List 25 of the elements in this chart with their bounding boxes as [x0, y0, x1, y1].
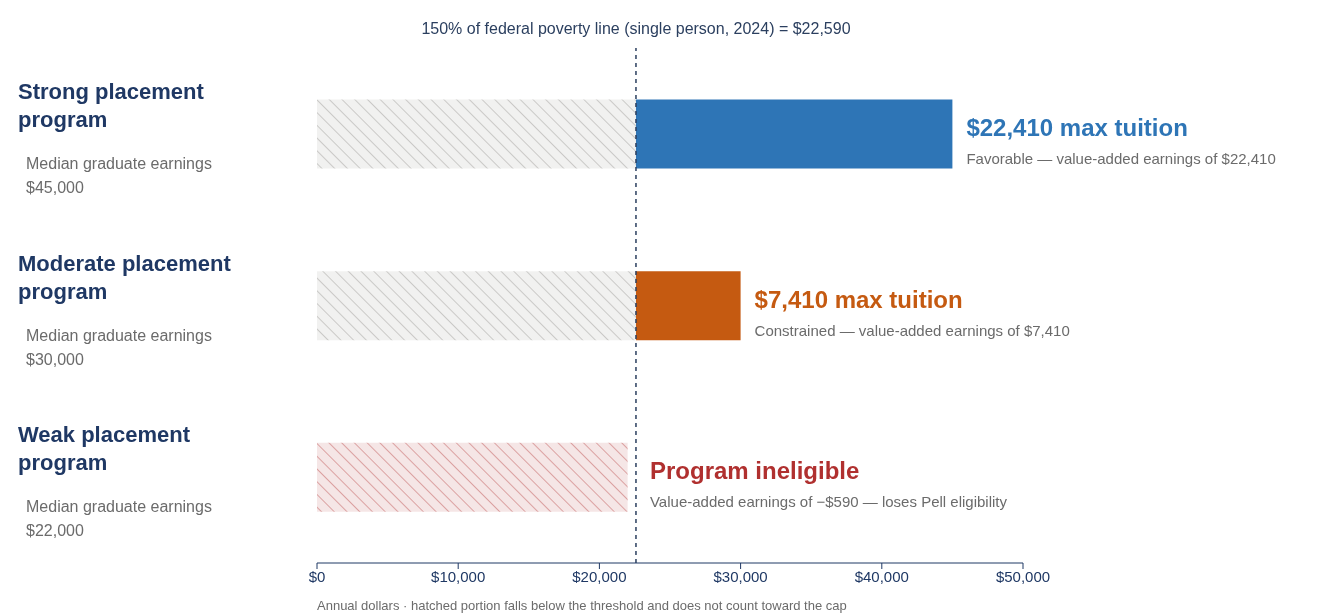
- annotation: Program ineligible: [649, 457, 860, 486]
- annotation: $7,410 max tuition: [754, 285, 963, 314]
- bar: [635, 271, 741, 341]
- ref-line-label: 150% of federal poverty line (single person, 2024) = $22,590: [421, 20, 851, 37]
- text: Median graduate earnings $30,000: [26, 325, 212, 370]
- annotation: Value-added earnings of −$590 — loses Pell eligibility: [649, 493, 1007, 511]
- x-tick-label: $30,000: [713, 567, 768, 585]
- bar: [317, 271, 636, 341]
- y-tick-label: Strong placement program: [18, 78, 205, 132]
- x-axis-title: Annual dollars · hatched portion falls below the threshold and does not count toward the cap: [317, 598, 847, 613]
- x-tick-label: $0: [308, 567, 326, 585]
- annotation: Favorable — value-added earnings of $22,410: [966, 149, 1276, 167]
- x-tick-label: $50,000: [995, 567, 1051, 585]
- annotation: $22,410 max tuition: [966, 113, 1188, 142]
- x-tick-label: $40,000: [854, 567, 909, 585]
- x-tick-label: $10,000: [431, 567, 486, 585]
- bar: [635, 99, 953, 169]
- y-tick-label: Moderate placement program: [18, 250, 232, 304]
- bar: [317, 442, 628, 512]
- y-tick-label: Weak placement program: [18, 422, 191, 476]
- annotation: Constrained — value-added earnings of $7,410: [754, 321, 1070, 339]
- x-tick-label: $20,000: [572, 567, 627, 585]
- bar: [317, 99, 636, 169]
- text: Median graduate earnings $45,000: [26, 153, 212, 198]
- text: Median graduate earnings $22,000: [26, 497, 212, 542]
